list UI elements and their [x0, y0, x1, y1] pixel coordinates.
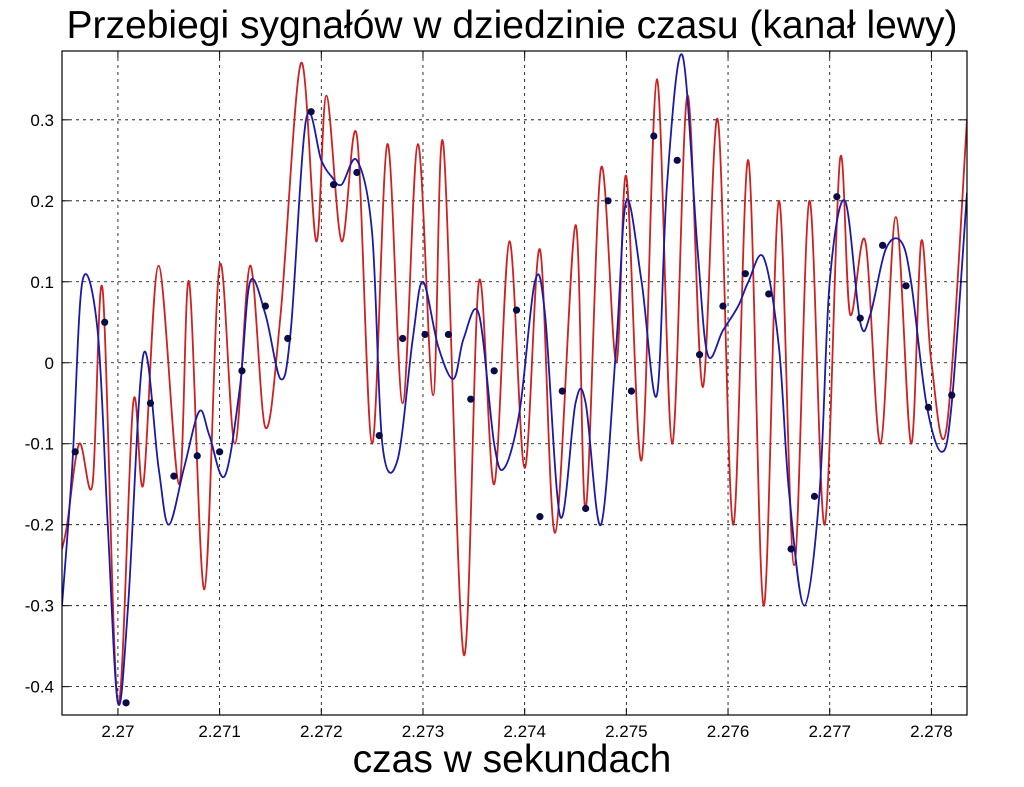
x-tick-label: 2.274 [503, 722, 546, 741]
sample-point [787, 545, 795, 553]
y-tick-label: 0.3 [30, 111, 54, 130]
sample-point [810, 492, 819, 500]
sample-point [284, 334, 292, 343]
x-tick-label: 2.277 [808, 722, 851, 741]
grid-lines [62, 51, 967, 715]
sample-point [604, 197, 612, 205]
y-tick-label: -0.2 [25, 516, 54, 535]
sample-point [444, 330, 453, 339]
y-tick-labels: -0.4 -0.3 -0.2 -0.1 0 0.1 0.2 0.3 [25, 111, 54, 697]
axes-frame [61, 50, 968, 716]
sample-point [695, 351, 704, 359]
sample-point [261, 302, 269, 310]
y-tick-label: -0.1 [25, 435, 54, 454]
ticks [62, 51, 967, 715]
sample-point [673, 156, 681, 164]
sample-point [924, 403, 932, 411]
x-tick-label: 2.278 [910, 722, 953, 741]
sample-point [582, 504, 590, 513]
sample-point [307, 108, 315, 116]
sample-markers [71, 108, 956, 707]
sample-point [627, 387, 636, 395]
sample-point [833, 193, 841, 201]
sample-point [902, 282, 910, 290]
sample-point [765, 290, 773, 298]
sample-point [329, 181, 338, 189]
y-tick-label: 0.2 [30, 192, 54, 211]
y-tick-label: 0.1 [30, 273, 54, 292]
x-tick-label: 2.27 [101, 722, 134, 741]
sample-point [512, 306, 521, 314]
series-layer [62, 53, 967, 706]
sample-point [193, 452, 201, 460]
sample-point [650, 132, 658, 140]
sample-point [879, 241, 887, 249]
x-tick-label: 2.273 [402, 722, 445, 741]
sample-point [741, 270, 749, 278]
sample-point [146, 399, 155, 407]
x-tick-label: 2.276 [707, 722, 750, 741]
y-tick-label: 0 [45, 354, 54, 373]
sample-point [536, 513, 544, 521]
x-axis-label: czas w sekundach [352, 738, 672, 781]
chart-title: Przebiegi sygnałów w dziedzinie czasu (k… [66, 4, 958, 47]
sample-point [558, 387, 566, 395]
sample-point [71, 448, 79, 456]
sample-point [216, 448, 224, 456]
x-tick-label: 2.275 [605, 722, 648, 741]
sample-point [122, 699, 130, 707]
sample-point [353, 168, 361, 177]
sample-point [490, 367, 498, 375]
sample-point [421, 330, 429, 339]
y-tick-label: -0.3 [25, 597, 54, 616]
sample-point [856, 314, 864, 322]
sample-point [467, 395, 475, 403]
x-tick-label: 2.272 [300, 722, 343, 741]
x-tick-labels: 2.27 2.271 2.272 2.273 2.274 2.275 2.276 2.277 2… [101, 722, 952, 741]
sample-point [170, 472, 178, 480]
x-tick-label: 2.271 [198, 722, 241, 741]
sample-point [948, 391, 956, 399]
sample-point [719, 302, 727, 310]
red-signal-line [62, 62, 967, 705]
blue-signal-line [62, 53, 967, 706]
sample-point [238, 367, 246, 375]
y-tick-label: -0.4 [25, 678, 54, 697]
sample-point [399, 334, 407, 343]
sample-point [101, 318, 109, 326]
sample-point [375, 432, 383, 440]
